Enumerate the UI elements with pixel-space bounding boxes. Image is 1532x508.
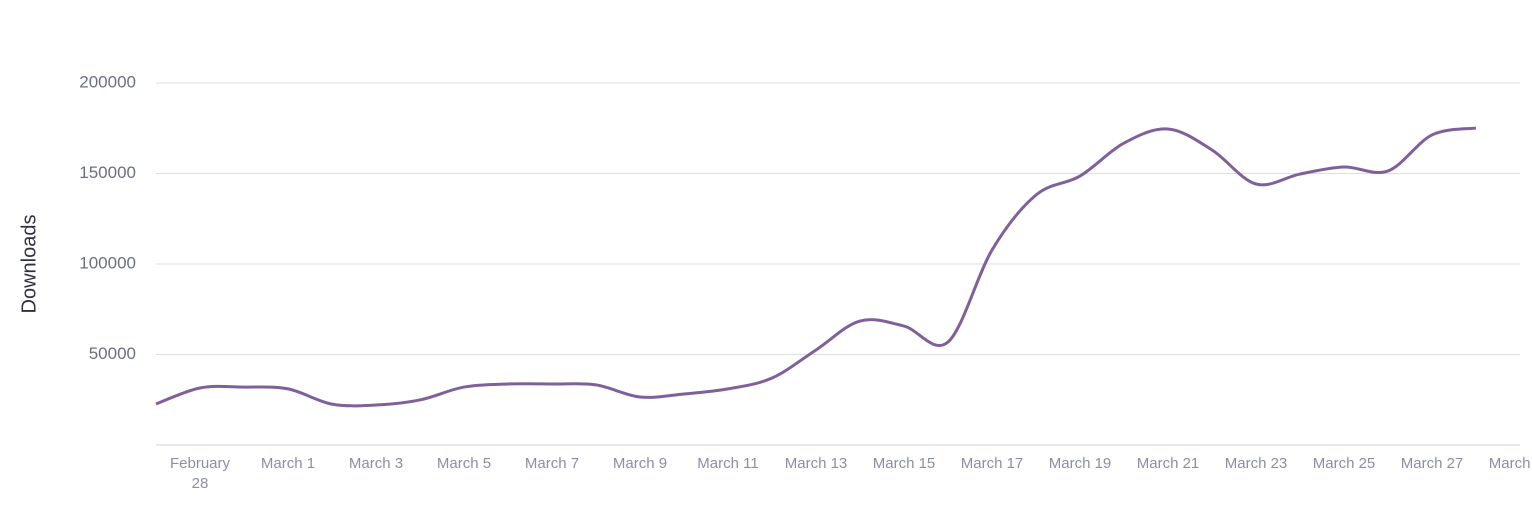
x-tick-label: March 15 <box>872 455 936 472</box>
y-axis-title: Downloads <box>18 215 40 314</box>
x-tick-label: February 28 <box>169 455 231 492</box>
x-tick-label: March 27 <box>1400 455 1464 472</box>
y-tick-label: 100000 <box>79 253 136 272</box>
series-line <box>155 126 1477 408</box>
x-tick-label: March 17 <box>960 455 1024 472</box>
x-tick-label: March 5 <box>436 455 492 472</box>
x-tick-label: March 25 <box>1312 455 1376 472</box>
x-tick-label: March 23 <box>1224 455 1288 472</box>
x-tick-label: March 7 <box>524 455 580 472</box>
y-tick-label: 150000 <box>79 163 136 182</box>
x-tick-label: March 29 <box>1488 455 1532 472</box>
y-tick-label: 50000 <box>89 344 136 363</box>
y-tick-label: 200000 <box>79 72 136 91</box>
x-tick-label: March 13 <box>784 455 848 472</box>
x-tick-label: March 9 <box>612 455 668 472</box>
x-tick-label: March 21 <box>1136 455 1200 472</box>
x-tick-label: March 19 <box>1048 455 1112 472</box>
x-tick-label: March 11 <box>697 455 759 472</box>
x-tick-label: March 1 <box>260 455 316 472</box>
x-tick-label: March 3 <box>348 455 404 472</box>
